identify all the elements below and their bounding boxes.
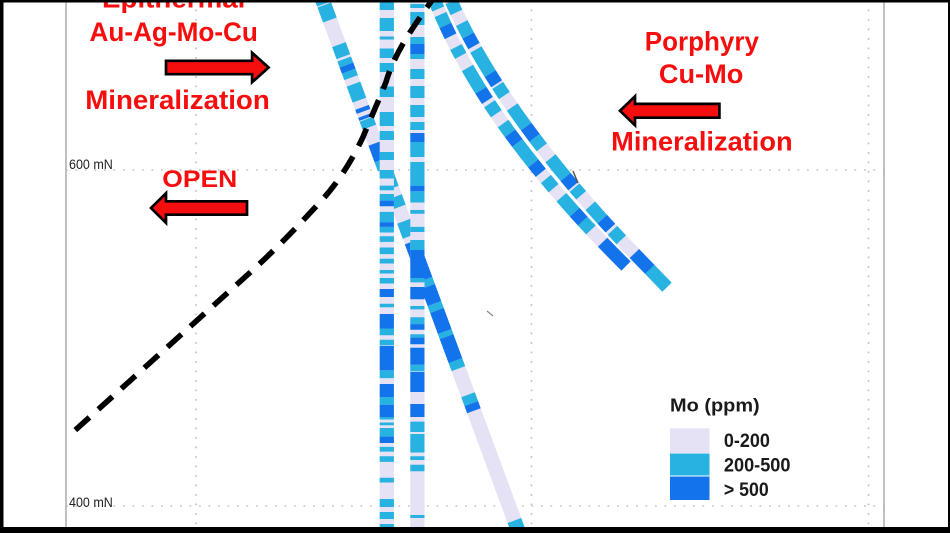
svg-text:Mineralization: Mineralization (85, 85, 270, 115)
svg-text:Au-Ag-Mo-Cu: Au-Ag-Mo-Cu (90, 17, 258, 47)
svg-text:600 mN: 600 mN (69, 156, 113, 172)
svg-text:Mineralization: Mineralization (611, 126, 792, 156)
svg-text:OPEN: OPEN (162, 166, 237, 193)
svg-text:Epithermal: Epithermal (102, 0, 245, 14)
svg-text:400 mN: 400 mN (69, 494, 113, 510)
svg-text:Cu-Mo: Cu-Mo (659, 59, 744, 89)
svg-text:Porphyry: Porphyry (645, 27, 759, 57)
svg-text:Mo (ppm): Mo (ppm) (670, 395, 760, 416)
svg-text:0-200: 0-200 (724, 431, 770, 452)
svg-text:200-500: 200-500 (724, 456, 791, 477)
svg-text:> 500: > 500 (724, 480, 769, 501)
